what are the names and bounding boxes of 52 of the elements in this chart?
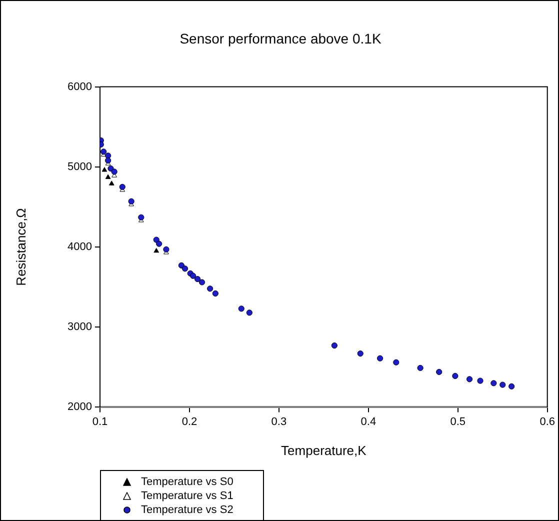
point bbox=[154, 248, 160, 253]
point bbox=[417, 364, 424, 371]
point bbox=[376, 355, 384, 362]
point bbox=[198, 279, 206, 286]
x-axis-title: Temperature,K bbox=[281, 442, 367, 458]
point bbox=[436, 368, 442, 376]
point bbox=[108, 180, 114, 186]
x-tick-label: 0.4 bbox=[360, 416, 376, 428]
y-tick-label: 5000 bbox=[68, 160, 92, 173]
point bbox=[156, 240, 162, 247]
point bbox=[138, 214, 144, 220]
y-tick-label: 2000 bbox=[68, 401, 92, 414]
point bbox=[182, 266, 188, 272]
point bbox=[100, 148, 107, 155]
point bbox=[111, 168, 118, 175]
point bbox=[105, 152, 112, 159]
legend-label: Temperature vs S1 bbox=[141, 490, 234, 502]
point bbox=[153, 236, 160, 243]
point bbox=[105, 174, 111, 179]
x-tick-label: 0.3 bbox=[271, 416, 287, 428]
x-tick-label: 0.1 bbox=[92, 416, 108, 428]
legend-label: Temperature vs S2 bbox=[141, 504, 234, 516]
legend-label: Temperature vs S0 bbox=[141, 476, 234, 488]
point bbox=[238, 306, 244, 312]
chart-title: Sensor performance above 0.1K bbox=[180, 30, 382, 46]
point bbox=[102, 167, 108, 172]
point bbox=[163, 246, 170, 252]
point bbox=[508, 383, 515, 390]
y-tick-label: 6000 bbox=[68, 80, 92, 93]
point bbox=[357, 350, 364, 357]
point bbox=[105, 157, 112, 164]
point bbox=[194, 276, 201, 282]
y-axis-title: Resistance,Ω bbox=[13, 208, 28, 286]
x-tick-label: 0.5 bbox=[450, 416, 466, 428]
y-tick-label: 3000 bbox=[68, 321, 92, 334]
point bbox=[490, 380, 497, 386]
point bbox=[246, 310, 252, 316]
x-tick-label: 0.2 bbox=[182, 416, 198, 428]
point bbox=[477, 378, 484, 384]
x-tick-label: 0.6 bbox=[540, 416, 556, 428]
point bbox=[212, 290, 218, 297]
point bbox=[331, 342, 338, 349]
point bbox=[190, 272, 196, 279]
point bbox=[466, 376, 473, 382]
point bbox=[500, 382, 506, 388]
point bbox=[393, 359, 400, 366]
point bbox=[108, 165, 114, 172]
point bbox=[119, 184, 126, 190]
point bbox=[128, 198, 134, 204]
point bbox=[207, 286, 214, 292]
y-tick-label: 4000 bbox=[68, 241, 92, 254]
point bbox=[452, 372, 458, 380]
